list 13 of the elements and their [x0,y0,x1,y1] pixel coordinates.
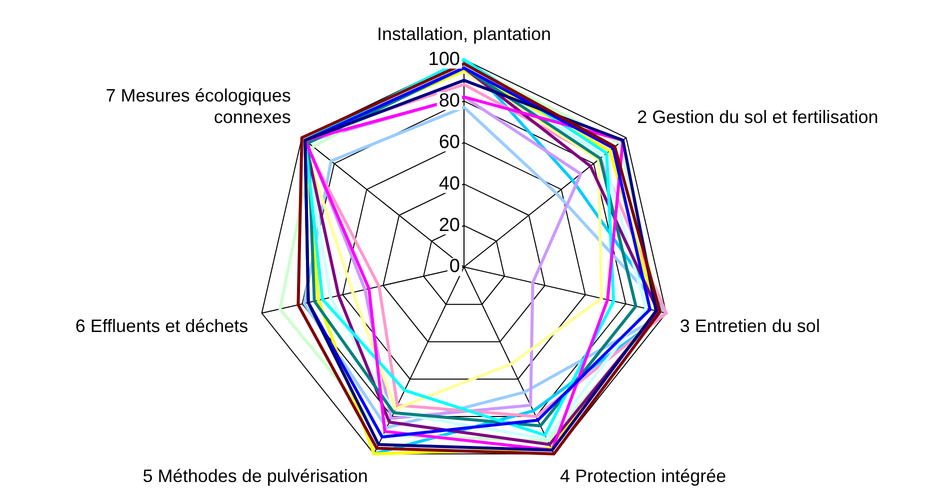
y-tick-label: 40 [438,173,460,194]
spoke-label: 3 Entretien du sol [680,316,820,336]
spoke-label: 4 Protection intégrée [560,466,726,486]
spoke-label: 2 Gestion du sol et fertilisation [637,107,878,128]
y-tick-label: 100 [428,48,460,70]
y-tick-label: 20 [438,214,460,236]
spoke-label: Installation, plantation [376,24,552,44]
spoke-label: 7 Mesures écologiques connexes [106,86,291,128]
y-tick-label: 60 [438,132,460,153]
y-tick-label: 80 [438,90,460,112]
y-tick-label: 0 [449,256,460,278]
spoke-label: 5 Méthodes de pulvérisation [142,466,368,486]
spoke-label: 6 Effluents et déchets [75,316,248,336]
